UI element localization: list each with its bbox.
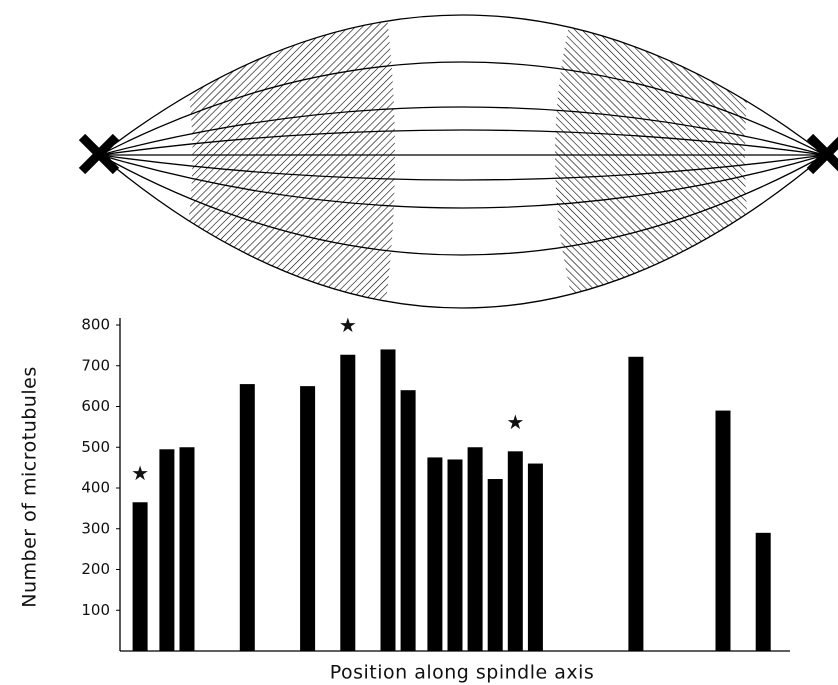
bar	[133, 502, 148, 651]
y-tick-label: 500	[81, 438, 110, 456]
y-tick-label: 600	[81, 397, 110, 415]
annotation: ★	[506, 410, 524, 434]
figure: Position along spindle axis Number of mi…	[0, 0, 838, 685]
y-tick-label: 800	[81, 316, 110, 334]
bar	[488, 479, 503, 651]
y-tick-label: 300	[81, 519, 110, 537]
bar	[240, 384, 255, 651]
bar	[340, 355, 355, 651]
x-axis-title: Position along spindle axis	[330, 662, 595, 684]
bar	[381, 349, 396, 651]
y-tick-label: 200	[81, 560, 110, 578]
bar	[628, 357, 643, 651]
bar	[468, 447, 483, 651]
bar	[716, 411, 731, 651]
annotation: ★	[131, 461, 149, 485]
bar	[159, 449, 174, 651]
bar-chart: Position along spindle axis Number of mi…	[19, 313, 791, 683]
bar	[756, 533, 771, 651]
spindle-diagram	[82, 0, 838, 310]
bar	[427, 457, 442, 651]
bar	[401, 390, 416, 651]
bar	[300, 386, 315, 651]
y-tick-label: 700	[81, 356, 110, 374]
y-tick-label: 400	[81, 479, 110, 497]
bar	[180, 447, 195, 651]
y-axis-title: Number of microtubules	[19, 366, 41, 607]
bar	[528, 464, 543, 651]
bar	[448, 459, 463, 651]
bar	[508, 451, 523, 651]
annotation: ★	[339, 313, 357, 337]
y-tick-label: 100	[81, 601, 110, 619]
